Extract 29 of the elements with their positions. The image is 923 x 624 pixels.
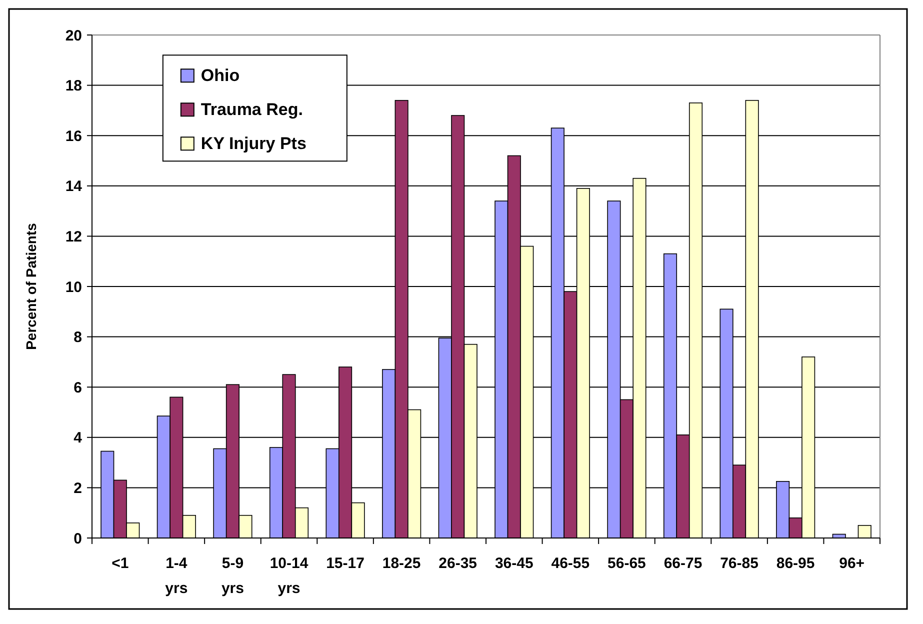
legend-label: KY Injury Pts (200, 134, 306, 154)
x-tick-label: 46-55 (551, 555, 590, 572)
y-tick-label: 12 (65, 228, 82, 246)
y-tick-label: 4 (74, 430, 83, 447)
x-tick-label: 36-45 (494, 555, 534, 572)
y-axis-title: Percent of Patients (23, 222, 39, 350)
x-tick-label: 56-65 (608, 555, 646, 572)
x-tick-label: 1-4 yrs (165, 555, 188, 597)
x-tick-label: 76-85 (720, 555, 758, 572)
x-tick-label: 18-25 (382, 555, 421, 572)
y-tick-label: 10 (65, 278, 82, 296)
x-tick-label: 10-14 yrs (270, 555, 309, 597)
y-tick-label: 16 (65, 128, 82, 145)
y-tick-label: 2 (74, 480, 82, 497)
y-tick-label: 20 (65, 27, 82, 44)
x-tick-label: 96+ (839, 555, 865, 572)
x-tick-label: 66-75 (664, 555, 702, 572)
y-tick-label: 0 (74, 530, 82, 548)
x-tick-label: 26-35 (438, 555, 478, 572)
x-tick-label: 15-17 (326, 555, 364, 572)
y-tick-label: 14 (65, 178, 83, 196)
x-tick-label: 86-95 (776, 555, 815, 572)
x-tick-label: <1 (112, 555, 129, 572)
x-tick-label: 5-9 yrs (221, 555, 244, 597)
y-tick-label: 6 (74, 379, 82, 396)
y-tick-label: 18 (65, 78, 82, 95)
y-tick-label: 8 (74, 329, 82, 346)
legend-label: Ohio (200, 66, 240, 86)
legend-label: Trauma Reg. (200, 100, 303, 120)
